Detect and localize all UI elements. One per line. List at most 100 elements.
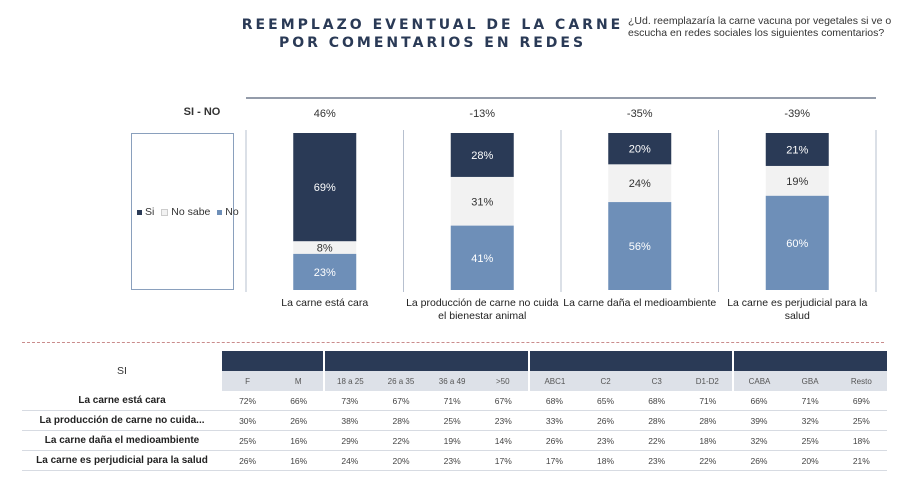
table-cell: 73% (324, 391, 376, 411)
data-label: 19% (786, 176, 808, 188)
table-cell: 30% (222, 410, 274, 431)
column-header: Resto (835, 371, 887, 391)
legend-item-no: No (217, 206, 239, 218)
category-label: La carne está cara (281, 297, 368, 309)
table-cell: 67% (477, 391, 529, 411)
legend-swatch-si (137, 209, 142, 215)
table-cell: 25% (222, 430, 274, 451)
group-header-region (732, 351, 887, 371)
bar-segment (450, 133, 514, 177)
table-cell: 22% (631, 430, 683, 451)
group-header-age (323, 351, 529, 371)
table-cell: 18% (682, 430, 734, 451)
bar-segment (293, 241, 357, 254)
row-label: La producción de carne no cuida... (22, 410, 222, 431)
si-no-value: 46% (314, 108, 336, 120)
table-cell: 19% (426, 430, 478, 451)
segment-table: SI F M 18 a 25 26 a 35 36 a 49 >50 ABC1 C2 C3 D1-… (22, 351, 887, 471)
column-header: M (273, 371, 325, 391)
table-cell: 25% (426, 410, 478, 431)
table-cell: 26% (733, 450, 785, 471)
table-cell: 69% (835, 391, 887, 411)
table-cell: 26% (222, 450, 274, 471)
column-header: GBA (784, 371, 836, 391)
category-label: La carne daña el medioambiente (563, 297, 716, 309)
table-corner-label: SI (117, 365, 127, 377)
row-label: La carne daña el medioambiente (22, 430, 222, 451)
table-cell: 39% (733, 410, 785, 431)
table-row: La carne es perjudicial para la salud 26%… (22, 450, 887, 471)
table-cell: 14% (477, 430, 529, 451)
legend-label-no-sabe: No sabe (171, 206, 211, 218)
title-line-2: POR COMENTARIOS EN REDES (278, 35, 587, 51)
data-label: 21% (786, 144, 808, 156)
legend-item-si: Si (137, 206, 154, 218)
legend-label-no: No (225, 206, 239, 218)
stacked-bar-chart: 46% 69% 8% 23% La carne está cara -13% 28% 31% 4… (245, 97, 877, 322)
data-label: 8% (317, 243, 333, 255)
table-cell: 21% (835, 450, 887, 471)
legend-row: Si No sabe No (137, 206, 243, 218)
table-cell: 17% (477, 450, 529, 471)
category-label: La producción de carne no cuida (406, 297, 559, 309)
table-cell: 28% (682, 410, 734, 431)
si-no-value: -35% (627, 108, 653, 120)
si-no-value: -13% (469, 108, 495, 120)
bar-segment (450, 176, 514, 226)
table-row: La carne está cara 72% 66% 73% 67% 71% 67% 68% 6… (22, 391, 887, 411)
legend-swatch-no (217, 209, 223, 215)
data-label: 56% (629, 241, 651, 253)
data-label: 41% (471, 253, 493, 265)
column-header: D1-D2 (682, 371, 734, 391)
bar-segment (450, 225, 514, 290)
bar-segment (608, 202, 672, 290)
table-row: La producción de carne no cuida... 30% 26%… (22, 410, 887, 431)
table-cell: 29% (324, 430, 376, 451)
table-group-row: SI (22, 351, 887, 377)
category-label: el bienestar animal (438, 310, 526, 322)
bar-segment (765, 165, 829, 196)
title-line-1: REEMPLAZO EVENTUAL DE LA CARNE (241, 17, 624, 33)
si-no-value: -39% (784, 108, 810, 120)
data-label: 20% (629, 144, 651, 156)
column-header: 26 a 35 (375, 371, 427, 391)
survey-question: ¿Ud. reemplazaría la carne vacuna por ve… (628, 15, 892, 39)
table-row: La carne daña el medioambiente 25% 16% 29% 2… (22, 430, 887, 451)
table-cell: 32% (733, 430, 785, 451)
table-cell: 20% (375, 450, 427, 471)
table-cell: 28% (631, 410, 683, 431)
table-body: La carne está cara 72% 66% 73% 67% 71% 67% 68% 6… (22, 391, 887, 471)
category-label: salud (785, 310, 810, 322)
table-cell: 26% (528, 430, 580, 451)
table-cell: 16% (273, 450, 325, 471)
data-label: 69% (314, 182, 336, 194)
table-cell: 68% (528, 391, 580, 411)
legend-label-si: Si (145, 206, 155, 218)
table-cell: 66% (273, 391, 325, 411)
table-cell: 16% (273, 430, 325, 451)
bar-segment (293, 253, 357, 290)
bar-segment (293, 133, 357, 242)
data-label: 24% (629, 178, 651, 190)
table-cell: 24% (324, 450, 376, 471)
data-label: 28% (471, 150, 493, 162)
table-cell: 71% (682, 391, 734, 411)
column-header: 18 a 25 (323, 371, 376, 391)
table-cell: 23% (426, 450, 478, 471)
table-cell: 32% (784, 410, 836, 431)
table-cell: 25% (835, 410, 887, 431)
legend-item-no-sabe: No sabe (161, 206, 210, 218)
table-cell: 22% (375, 430, 427, 451)
row-label: La carne es perjudicial para la salud (22, 450, 222, 471)
table-cell: 22% (682, 450, 734, 471)
column-header: F (222, 371, 274, 391)
bar-segment (608, 133, 672, 165)
column-header: 36 a 49 (426, 371, 478, 391)
bar-segment (765, 133, 829, 166)
data-label: 23% (314, 267, 336, 279)
group-header-nse (527, 351, 734, 371)
column-header: ABC1 (527, 371, 580, 391)
category-label: La carne es perjudicial para la (727, 297, 867, 309)
column-header: C3 (631, 371, 683, 391)
table-cell: 71% (784, 391, 836, 411)
